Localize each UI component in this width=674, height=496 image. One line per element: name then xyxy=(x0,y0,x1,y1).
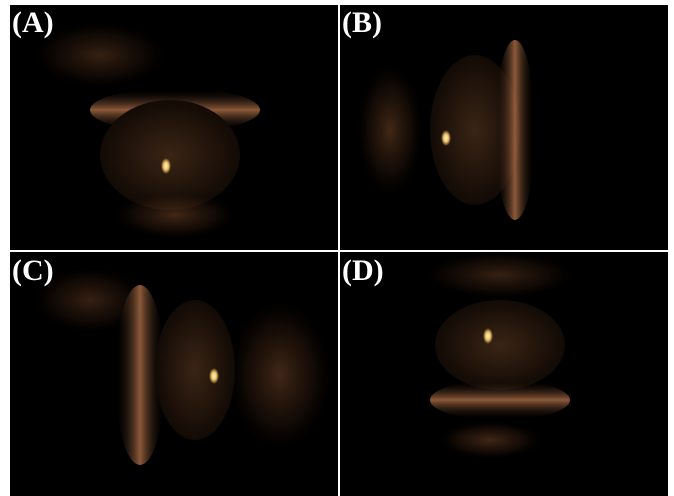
panel-d: (D) xyxy=(340,250,668,496)
panel-a: (A) xyxy=(10,5,338,250)
panel-b: (B) xyxy=(340,5,668,250)
panel-label: (D) xyxy=(342,254,384,287)
panel-label: (A) xyxy=(12,6,54,39)
panel-c: (C) xyxy=(10,252,338,496)
figure: (A) (B) (C) (D) xyxy=(0,0,674,496)
panel-label: (B) xyxy=(342,6,382,39)
panel-label: (C) xyxy=(12,254,54,287)
